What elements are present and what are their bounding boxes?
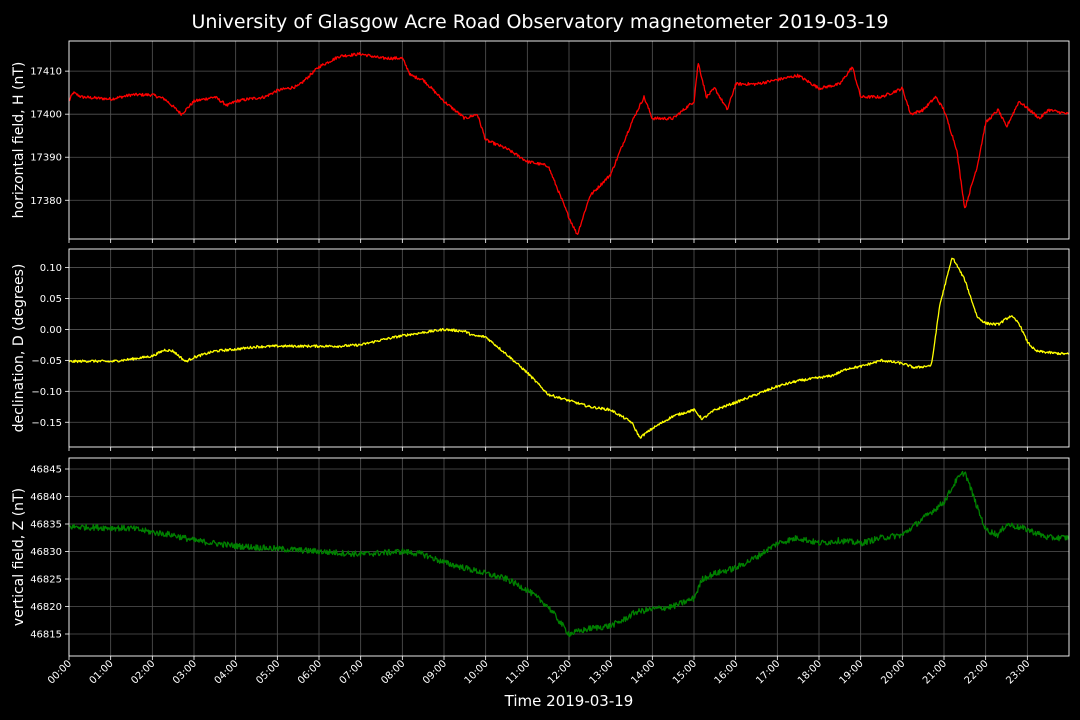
x-tick-label: 16:00 (713, 658, 741, 686)
series-line (68, 51, 1070, 235)
axes-frame (68, 457, 1070, 657)
x-tick-label: 01:00 (88, 658, 116, 686)
y-tick-label: 46835 (30, 520, 62, 531)
x-tick-label: 21:00 (921, 658, 949, 686)
y-axis-label: vertical field, Z (nT) (11, 488, 27, 626)
y-tick-label: 0.00 (40, 325, 62, 336)
y-tick-label: 0.05 (40, 294, 62, 305)
y-axis-label: declination, D (degrees) (11, 264, 27, 433)
y-tick-label: 46845 (30, 465, 62, 476)
y-tick-label: −0.15 (31, 418, 62, 429)
panel-2: −0.15 −0.10 −0.05 0.00 0.05 0.10 declination, … (11, 248, 1070, 451)
y-tick-label: 46840 (30, 492, 62, 503)
x-tick-labels: 00:00 01:00 02:00 03:00 04:00 05:00 06:00 07:00… (46, 658, 1032, 686)
x-tick-label: 18:00 (796, 658, 824, 686)
x-tick-label: 19:00 (838, 658, 866, 686)
x-tick-label: 12:00 (546, 658, 574, 686)
x-tick-label: 07:00 (338, 658, 366, 686)
y-tick-label: 17380 (30, 196, 62, 207)
x-tick-label: 13:00 (588, 658, 616, 686)
y-tick-label: 17390 (30, 153, 62, 164)
x-tick-label: 03:00 (171, 658, 199, 686)
x-axis-label: Time 2019-03-19 (504, 692, 634, 710)
x-tick-label: 10:00 (463, 658, 491, 686)
y-tick-label: −0.10 (31, 387, 62, 398)
x-tick-label: 06:00 (296, 658, 324, 686)
x-tick-label: 11:00 (504, 658, 532, 686)
chart-title: University of Glasgow Acre Road Observat… (191, 11, 888, 33)
x-tick-label: 17:00 (754, 658, 782, 686)
series-line (68, 257, 1070, 439)
x-tick-label: 20:00 (879, 658, 907, 686)
x-tick-label: 22:00 (963, 658, 991, 686)
y-tick-label: 17410 (30, 67, 62, 78)
x-tick-label: 15:00 (671, 658, 699, 686)
x-tick-label: 00:00 (46, 658, 74, 686)
axes-frame (68, 40, 1070, 240)
panel-3: 46815 46820 46825 46830 46835 46840 46845 verti… (11, 457, 1070, 660)
x-tick-label: 04:00 (213, 658, 241, 686)
y-tick-label: −0.05 (31, 356, 62, 367)
y-tick-label: 46825 (30, 575, 62, 586)
x-tick-label: 02:00 (129, 658, 157, 686)
y-tick-label: 46830 (30, 547, 62, 558)
y-axis-label: horizontal field, H (nT) (11, 62, 27, 219)
y-tick-label: 0.10 (40, 263, 62, 274)
x-tick-label: 14:00 (629, 658, 657, 686)
series-line (68, 470, 1070, 638)
y-tick-label: 46820 (30, 602, 62, 613)
y-tick-label: 17400 (30, 110, 62, 121)
x-tick-label: 05:00 (254, 658, 282, 686)
y-tick-label: 46815 (30, 630, 62, 641)
x-tick-label: 23:00 (1004, 658, 1032, 686)
x-tick-label: 09:00 (421, 658, 449, 686)
x-tick-label: 08:00 (379, 658, 407, 686)
axes-frame (68, 248, 1070, 448)
